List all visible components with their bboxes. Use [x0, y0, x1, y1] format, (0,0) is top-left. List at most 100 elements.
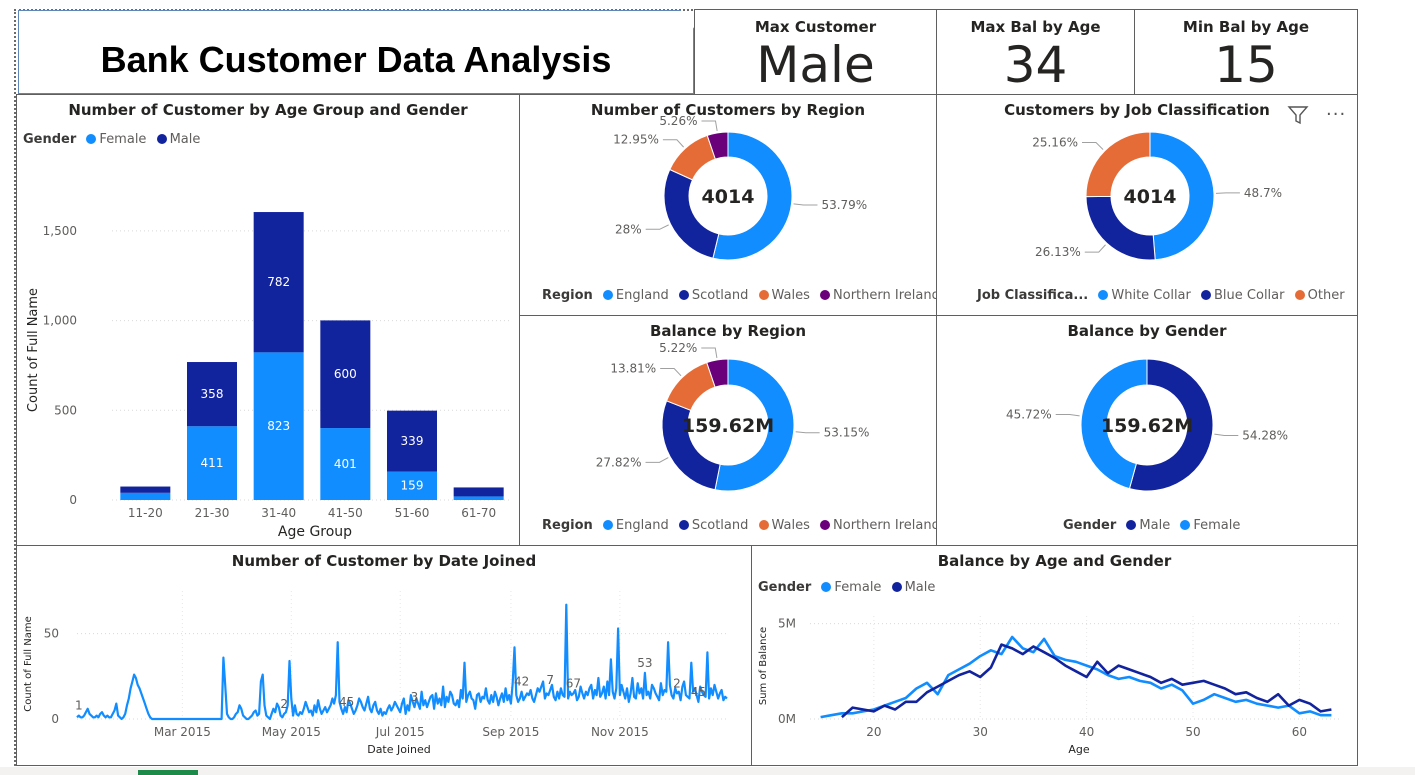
bar-female[interactable] [320, 428, 371, 500]
data-label: 600 [334, 367, 357, 381]
x-tick-label: Mar 2015 [154, 725, 211, 739]
y-tick-label: 500 [54, 403, 77, 417]
legend-item-male[interactable]: Male [904, 580, 936, 595]
filter-icon[interactable] [1287, 104, 1309, 126]
legend-item[interactable]: Scotland [691, 288, 749, 303]
x-tick-label: May 2015 [262, 725, 321, 739]
bar-female[interactable] [253, 352, 304, 500]
data-label: 54.28% [1242, 428, 1288, 442]
donut-slice[interactable] [1080, 358, 1148, 490]
age-gender-chart-panel[interactable]: Number of Customer by Age Group and Gend… [16, 94, 520, 546]
active-page-tab[interactable] [138, 770, 198, 775]
data-label: 48.7% [1244, 186, 1282, 200]
bar-female[interactable] [120, 492, 171, 500]
legend-title: Gender [23, 132, 77, 147]
legend-item-male[interactable]: Male [169, 132, 201, 147]
leader-line [1214, 433, 1239, 436]
bar-male[interactable] [120, 486, 171, 493]
legend-item[interactable]: Northern Ireland [833, 518, 937, 533]
donut-slice[interactable] [1085, 131, 1151, 198]
bar-male[interactable] [320, 320, 371, 429]
data-label: 26.13% [1035, 245, 1081, 259]
y-axis-label: Sum of Balance [758, 627, 769, 705]
legend-item[interactable]: White Collar [1111, 288, 1191, 303]
data-label: 45 [339, 695, 354, 709]
legend-item[interactable]: Wales [771, 518, 810, 533]
date-joined-chart-panel[interactable]: Number of Customer by Date Joined 0 50 Mar… [16, 545, 752, 766]
legend: Job Classifica... White Collar Blue Coll… [977, 288, 1345, 303]
data-label: 7 [546, 673, 554, 687]
bar-chart-svg: 0 500 1,000 1,500 Count of Full Name Age Grou… [26, 212, 512, 540]
series-line[interactable] [76, 603, 728, 721]
legend-item[interactable]: Other [1307, 288, 1345, 303]
data-label: 823 [267, 419, 290, 433]
card-value: 15 [1214, 36, 1278, 94]
legend-dot-male [891, 582, 902, 592]
donut-slice[interactable] [665, 361, 716, 411]
donut-slice[interactable] [1128, 358, 1214, 492]
legend-item[interactable]: Blue Collar [1214, 288, 1285, 303]
series-line-male[interactable] [841, 643, 1332, 719]
chart-title: Balance by Age and Gender [937, 552, 1172, 570]
balance-by-gender-panel[interactable]: Balance by Gender 54.28% 45.72% 159.62M Ge… [936, 315, 1358, 546]
legend-item[interactable]: Male [1139, 518, 1171, 533]
donut-slice[interactable] [714, 358, 795, 492]
x-tick-label: 21-30 [195, 506, 230, 520]
customers-by-job-panel[interactable]: Customers by Job Classification 48.7% 26.… [936, 94, 1358, 316]
page-tabs-strip [0, 767, 1415, 775]
card-max-customer[interactable]: Max Customer Male [694, 9, 937, 95]
legend-dot [758, 290, 769, 300]
balance-by-region-panel[interactable]: Balance by Region 53.15% 27.82% 13.81% 5.22… [519, 315, 937, 546]
legend-item[interactable]: England [615, 288, 669, 303]
legend-item[interactable]: England [615, 518, 669, 533]
card-max-bal-by-age[interactable]: Max Bal by Age 34 [936, 9, 1135, 95]
donut-slice[interactable] [706, 131, 729, 160]
x-tick-label: 60 [1292, 725, 1307, 739]
donut-slice[interactable] [712, 131, 793, 261]
x-tick-label: 50 [1185, 725, 1200, 739]
x-tick-label: 31-40 [261, 506, 296, 520]
legend: Region England Scotland Wales Northern I… [542, 288, 937, 303]
data-label: 12.95% [613, 133, 659, 147]
legend-item-female[interactable]: Female [99, 132, 147, 147]
legend-item[interactable]: Female [1193, 518, 1241, 533]
bar-male[interactable] [187, 362, 237, 427]
leader-line [795, 431, 820, 434]
legend-dot [1201, 290, 1212, 300]
data-label: 159 [401, 479, 424, 493]
legend-item[interactable]: Wales [771, 288, 810, 303]
data-label: 53 [637, 656, 652, 670]
legend-item-female[interactable]: Female [834, 580, 882, 595]
balance-age-gender-panel[interactable]: Balance by Age and Gender Gender Female … [751, 545, 1358, 766]
card-min-bal-by-age[interactable]: Min Bal by Age 15 [1134, 9, 1358, 95]
more-options-icon[interactable]: ··· [1326, 104, 1347, 125]
x-tick-label: 41-50 [328, 506, 363, 520]
bar-male[interactable] [453, 487, 504, 497]
donut-slice[interactable] [663, 168, 720, 259]
legend: Gender Male Female [1063, 518, 1240, 533]
bar-female[interactable] [453, 496, 504, 500]
leader-line [645, 224, 669, 230]
series-line-female[interactable] [820, 635, 1332, 719]
bar-female[interactable] [387, 471, 437, 500]
y-tick-label: 50 [44, 627, 59, 641]
x-tick-label: 40 [1079, 725, 1094, 739]
bar-male[interactable] [387, 410, 437, 472]
bar-female[interactable] [187, 426, 237, 500]
data-label: 53.79% [821, 198, 867, 212]
donut-slice[interactable] [706, 358, 729, 388]
data-label: 1 [75, 699, 83, 713]
legend-dot [1098, 290, 1109, 300]
legend-title: Gender [1063, 518, 1117, 533]
legend-item[interactable]: Northern Ireland [833, 288, 937, 303]
legend-dot [758, 520, 769, 530]
data-label: 42 [514, 675, 529, 689]
page-title: Bank Customer Data Analysis [100, 39, 612, 80]
x-axis-label: Date Joined [367, 743, 431, 756]
donut-slice[interactable] [1149, 131, 1215, 261]
bar-male[interactable] [253, 212, 304, 353]
leader-line [701, 120, 718, 131]
customers-by-region-panel[interactable]: Number of Customers by Region 53.79% 28% 1… [519, 94, 937, 316]
data-label: 411 [201, 456, 224, 470]
legend-item[interactable]: Scotland [691, 518, 749, 533]
